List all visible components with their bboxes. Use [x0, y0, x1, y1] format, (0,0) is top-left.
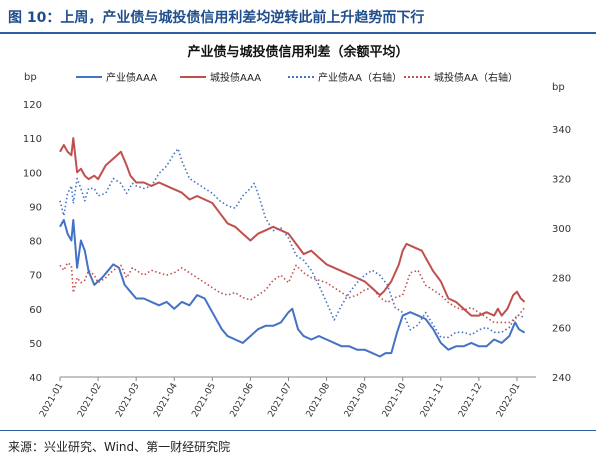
x-tick-label: 2022-01 [495, 382, 522, 420]
y-right-tick-label: 320 [552, 174, 571, 185]
y-right-tick-label: 280 [552, 274, 571, 285]
x-tick-label: 2021-02 [76, 382, 103, 420]
figure-header: 图 10：上周，产业债与城投债信用利差均逆转此前上升趋势而下行 [0, 0, 596, 32]
y-left-tick-label: 100 [23, 168, 42, 179]
chart-title: 产业债与城投债信用利差（余额平均） [187, 44, 408, 60]
x-tick-label: 2021-10 [381, 381, 409, 419]
y-right-tick-label: 260 [552, 323, 571, 334]
x-tick-label: 2021-01 [38, 382, 65, 420]
x-tick-label: 2021-05 [190, 382, 217, 420]
x-tick-label: 2021-11 [419, 382, 446, 420]
y-left-unit: bp [24, 72, 37, 83]
y-left-tick-label: 70 [29, 271, 42, 282]
legend-label: 产业债AA（右轴） [318, 71, 402, 84]
y-right-tick-label: 240 [552, 373, 571, 384]
y-left-tick-label: 60 [29, 305, 42, 316]
y-left-tick-label: 120 [23, 100, 42, 111]
x-tick-label: 2021-07 [267, 382, 294, 420]
y-right-unit: bp [552, 82, 565, 93]
x-tick-label: 2021-04 [152, 381, 180, 419]
x-tick-label: 2021-06 [229, 381, 257, 419]
legend-label: 城投债AA（右轴） [434, 71, 518, 84]
series-line [59, 262, 526, 324]
header-divider [0, 32, 596, 34]
source-note: 来源：兴业研究、Wind、第一财经研究院 [8, 440, 231, 454]
y-left-tick-label: 50 [29, 339, 42, 350]
y-right-tick-label: 340 [552, 125, 571, 136]
chart-container: 产业债与城投债信用利差（余额平均） bp bp 产业债AAA 城投债AAA 产业债AA（右… [0, 34, 596, 430]
y-right-tick-label: 300 [552, 224, 571, 235]
series-line [59, 137, 526, 317]
series-line [59, 147, 525, 339]
figure-caption: 图 10：上周，产业债与城投债信用利差均逆转此前上升趋势而下行 [8, 10, 425, 26]
x-tick-label: 2021-09 [343, 381, 371, 419]
y-left-tick-label: 80 [29, 237, 42, 248]
y-left-tick-label: 110 [23, 134, 42, 145]
y-left-tick-label: 40 [29, 373, 42, 384]
line-chart: 产业债与城投债信用利差（余额平均） bp bp 产业债AAA 城投债AAA 产业债AA（右… [23, 44, 571, 420]
x-tick-label: 2021-12 [457, 382, 484, 420]
footer-divider [0, 430, 596, 431]
figure-footer: 来源：兴业研究、Wind、第一财经研究院 [0, 430, 596, 460]
x-tick-label: 2021-03 [114, 382, 141, 420]
legend-label: 城投债AAA [210, 71, 261, 84]
x-tick-label: 2021-08 [305, 381, 333, 419]
legend-label: 产业债AAA [106, 71, 157, 84]
series-line [59, 219, 526, 358]
y-left-tick-label: 90 [29, 202, 42, 213]
